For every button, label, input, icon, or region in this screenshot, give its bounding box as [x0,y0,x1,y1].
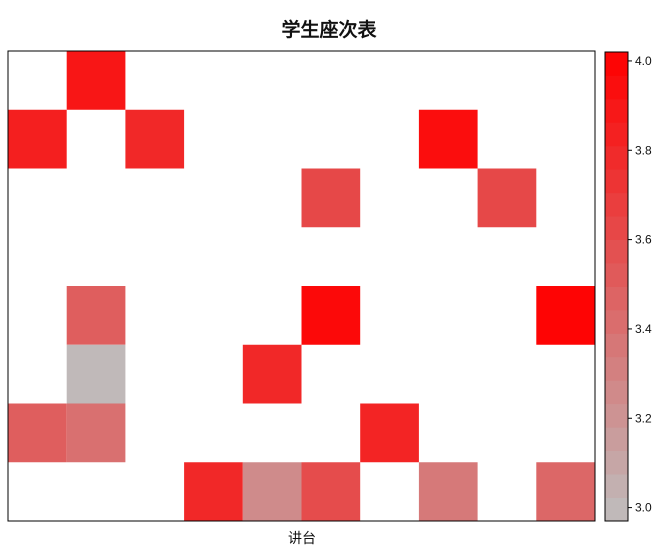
heatmap-cell-r4-c9 [536,286,595,345]
colorbar-segment [605,380,628,405]
colorbar-tick-label: 3.4 [635,322,652,336]
heatmap-cell-r7-c9 [536,462,595,521]
colorbar-segment [605,356,628,381]
heatmap-cell-r7-c4 [242,462,302,521]
heatmap-cell-r7-c5 [301,462,361,521]
heatmap-cell-r7-c7 [418,462,478,521]
colorbar-segment [605,427,628,452]
colorbar-tick-label: 3.2 [635,411,652,425]
heatmap-cell-r6-c0 [8,403,67,463]
colorbar-segment [605,239,628,264]
colorbar-segment [605,474,628,498]
colorbar-tick-label: 3.8 [635,143,652,157]
colorbar-legend: 3.0 3.2 3.4 3.6 3.8 4.0 [604,51,652,522]
heatmap-cell-r6-c1 [66,403,126,463]
heatmap-cell-r2-c5 [301,168,361,228]
heatmap-cell-r1-c7 [418,109,478,169]
heatmap-cell-r0-c1 [66,51,126,110]
colorbar-segment [605,145,628,170]
colorbar-tick-label: 4.0 [635,54,652,68]
colorbar-segment [605,192,628,217]
colorbar-segment [605,333,628,358]
colorbar-segment [605,122,628,147]
heatmap-cell-r7-c3 [184,462,243,521]
colorbar-segment [605,75,628,100]
colorbar-tick-label: 3.6 [635,233,652,247]
heatmap-cell-r4-c5 [301,286,361,345]
colorbar-segment [605,52,628,76]
heatmap-cell-r4-c1 [66,286,126,345]
colorbar-segment [605,450,628,475]
colorbar-frame [604,51,629,522]
colorbar-segment [605,286,628,311]
colorbar-tick-label: 3.0 [635,501,652,515]
colorbar-segment [605,263,628,287]
heatmap-cell-r6-c6 [360,403,419,463]
heatmap-cell-r1-c2 [125,109,185,169]
colorbar-segment [605,403,628,428]
heatmap-cell-r1-c0 [8,109,67,169]
heatmap-cell-r5-c1 [66,344,126,404]
chart-title: 学生座次表 [281,18,377,41]
heatmap-cells [8,51,595,521]
heatmap-cell-r2-c8 [477,168,537,228]
colorbar-segment [605,98,628,123]
x-axis-label: 讲台 [288,531,316,547]
heatmap-cell-r5-c4 [242,344,302,404]
plot-frame [7,50,596,522]
colorbar-segment [605,497,628,522]
colorbar-segment [605,169,628,194]
colorbar-segment [605,216,628,240]
colorbar-segment [605,309,628,334]
